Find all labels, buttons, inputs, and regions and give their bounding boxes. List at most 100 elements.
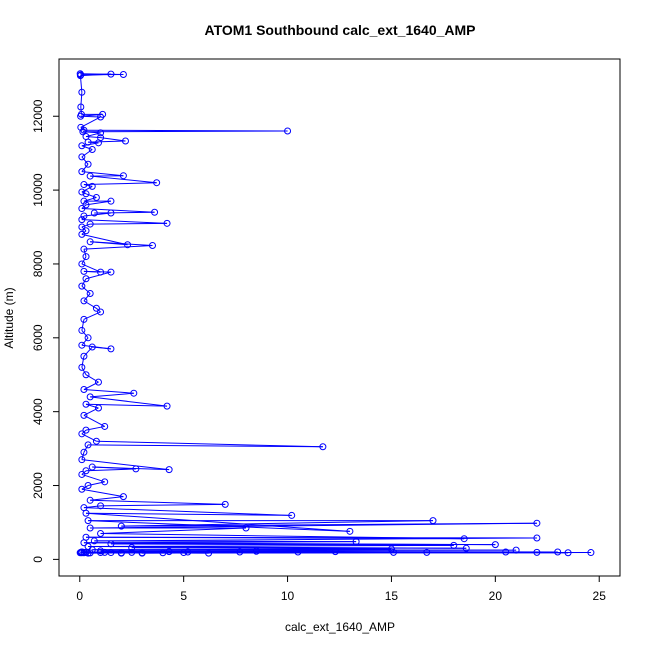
y-tick-label: 10000 [31, 173, 45, 207]
series-segment [88, 444, 323, 448]
data-point [450, 541, 458, 549]
data-point [284, 127, 292, 135]
series-segment [85, 512, 350, 532]
data-point [77, 103, 85, 111]
series-segment [90, 392, 134, 398]
series-segment [81, 367, 87, 375]
data-point [97, 502, 105, 510]
data-point [78, 153, 86, 161]
series-segment [121, 520, 434, 527]
data-point [78, 282, 86, 290]
data-point [82, 190, 90, 198]
series-segment [83, 197, 97, 202]
data-point [78, 456, 86, 464]
data-point [319, 443, 327, 451]
series-segment [85, 271, 112, 280]
series-segment [85, 136, 101, 139]
data-point [165, 548, 173, 556]
series-segment [81, 459, 170, 471]
series-segment [81, 149, 93, 158]
y-axis: 0 2000 4000 6000 8000 10000 12000 [31, 99, 60, 563]
series-segment [83, 184, 93, 187]
data-point [221, 500, 229, 508]
series-segment [83, 389, 134, 394]
data-point [90, 209, 98, 217]
data-point [82, 509, 90, 517]
data-point [107, 540, 115, 548]
data-point [346, 527, 354, 535]
data-point [107, 268, 115, 276]
data-point [163, 219, 171, 227]
series-layer [76, 70, 595, 557]
data-point [78, 216, 86, 224]
data-point [533, 548, 541, 556]
data-point [132, 465, 140, 473]
data-point [533, 519, 541, 527]
data-point [462, 544, 470, 552]
data-point [80, 315, 88, 323]
data-point [97, 308, 105, 316]
y-tick-label: 6000 [31, 324, 45, 351]
data-point [78, 485, 86, 493]
data-point [80, 181, 88, 189]
series-segment [81, 356, 85, 368]
data-point [138, 549, 146, 557]
data-point [86, 220, 94, 228]
data-point [205, 549, 213, 557]
series-segment [81, 278, 87, 287]
data-point [80, 245, 88, 253]
data-point [165, 466, 173, 474]
data-point [78, 168, 86, 176]
series-segment [81, 488, 124, 498]
data-point [80, 212, 88, 220]
data-point [80, 386, 88, 394]
data-point [80, 126, 88, 134]
series-segment [83, 414, 105, 427]
plot-frame [58, 58, 621, 577]
data-point [288, 511, 296, 519]
data-point [151, 208, 159, 216]
series-segment [81, 233, 128, 246]
series-segment [85, 200, 112, 206]
data-point [390, 548, 398, 556]
data-point [86, 496, 94, 504]
data-point [533, 534, 541, 542]
series-segment [81, 145, 93, 150]
data-point [78, 260, 86, 268]
data-point [80, 267, 88, 275]
series-segment [81, 285, 91, 294]
series-segment [81, 319, 85, 331]
series-segment [81, 330, 89, 339]
series-segment [80, 116, 101, 128]
data-point [78, 88, 86, 96]
data-point [92, 304, 100, 312]
series-segment [90, 496, 124, 501]
series-segment [83, 444, 89, 453]
data-point [80, 448, 88, 456]
y-tick-label: 2000 [31, 472, 45, 499]
data-point [84, 517, 92, 525]
data-point [117, 549, 125, 557]
data-point [78, 341, 86, 349]
series-segment [85, 374, 99, 383]
data-point [124, 241, 132, 249]
data-point [92, 437, 100, 445]
data-point [128, 544, 136, 552]
data-point [84, 334, 92, 342]
series-segment [83, 249, 87, 257]
data-point [88, 463, 96, 471]
series-segment [100, 527, 247, 535]
data-point [88, 145, 96, 153]
data-point [84, 160, 92, 168]
data-point [86, 524, 94, 532]
data-point [153, 179, 161, 187]
series-segment [81, 163, 89, 172]
series-segment [81, 219, 168, 224]
data-point [97, 113, 105, 121]
chart-title: ATOM1 Southbound calc_ext_1640_AMP [205, 22, 476, 38]
data-point [242, 524, 250, 532]
series-segment [83, 381, 99, 390]
data-point [78, 223, 86, 231]
series-segment [85, 468, 136, 472]
series-segment [81, 452, 85, 460]
